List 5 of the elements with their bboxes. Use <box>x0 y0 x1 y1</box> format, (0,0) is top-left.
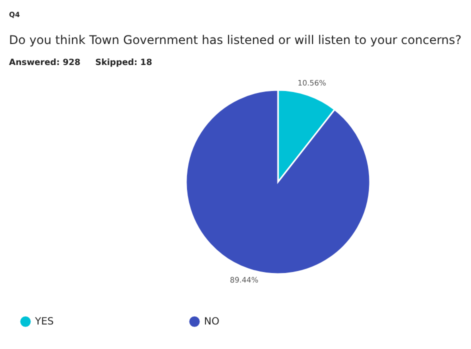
pie-slice <box>185 89 371 275</box>
chart-title: Do you think Town Government has listened or will listen to your concerns? <box>9 33 462 47</box>
legend-label: YES <box>34 316 54 328</box>
legend-label: NO <box>204 316 220 328</box>
chart-subtitle: Answered: 928 Skipped: 18 <box>9 58 152 68</box>
